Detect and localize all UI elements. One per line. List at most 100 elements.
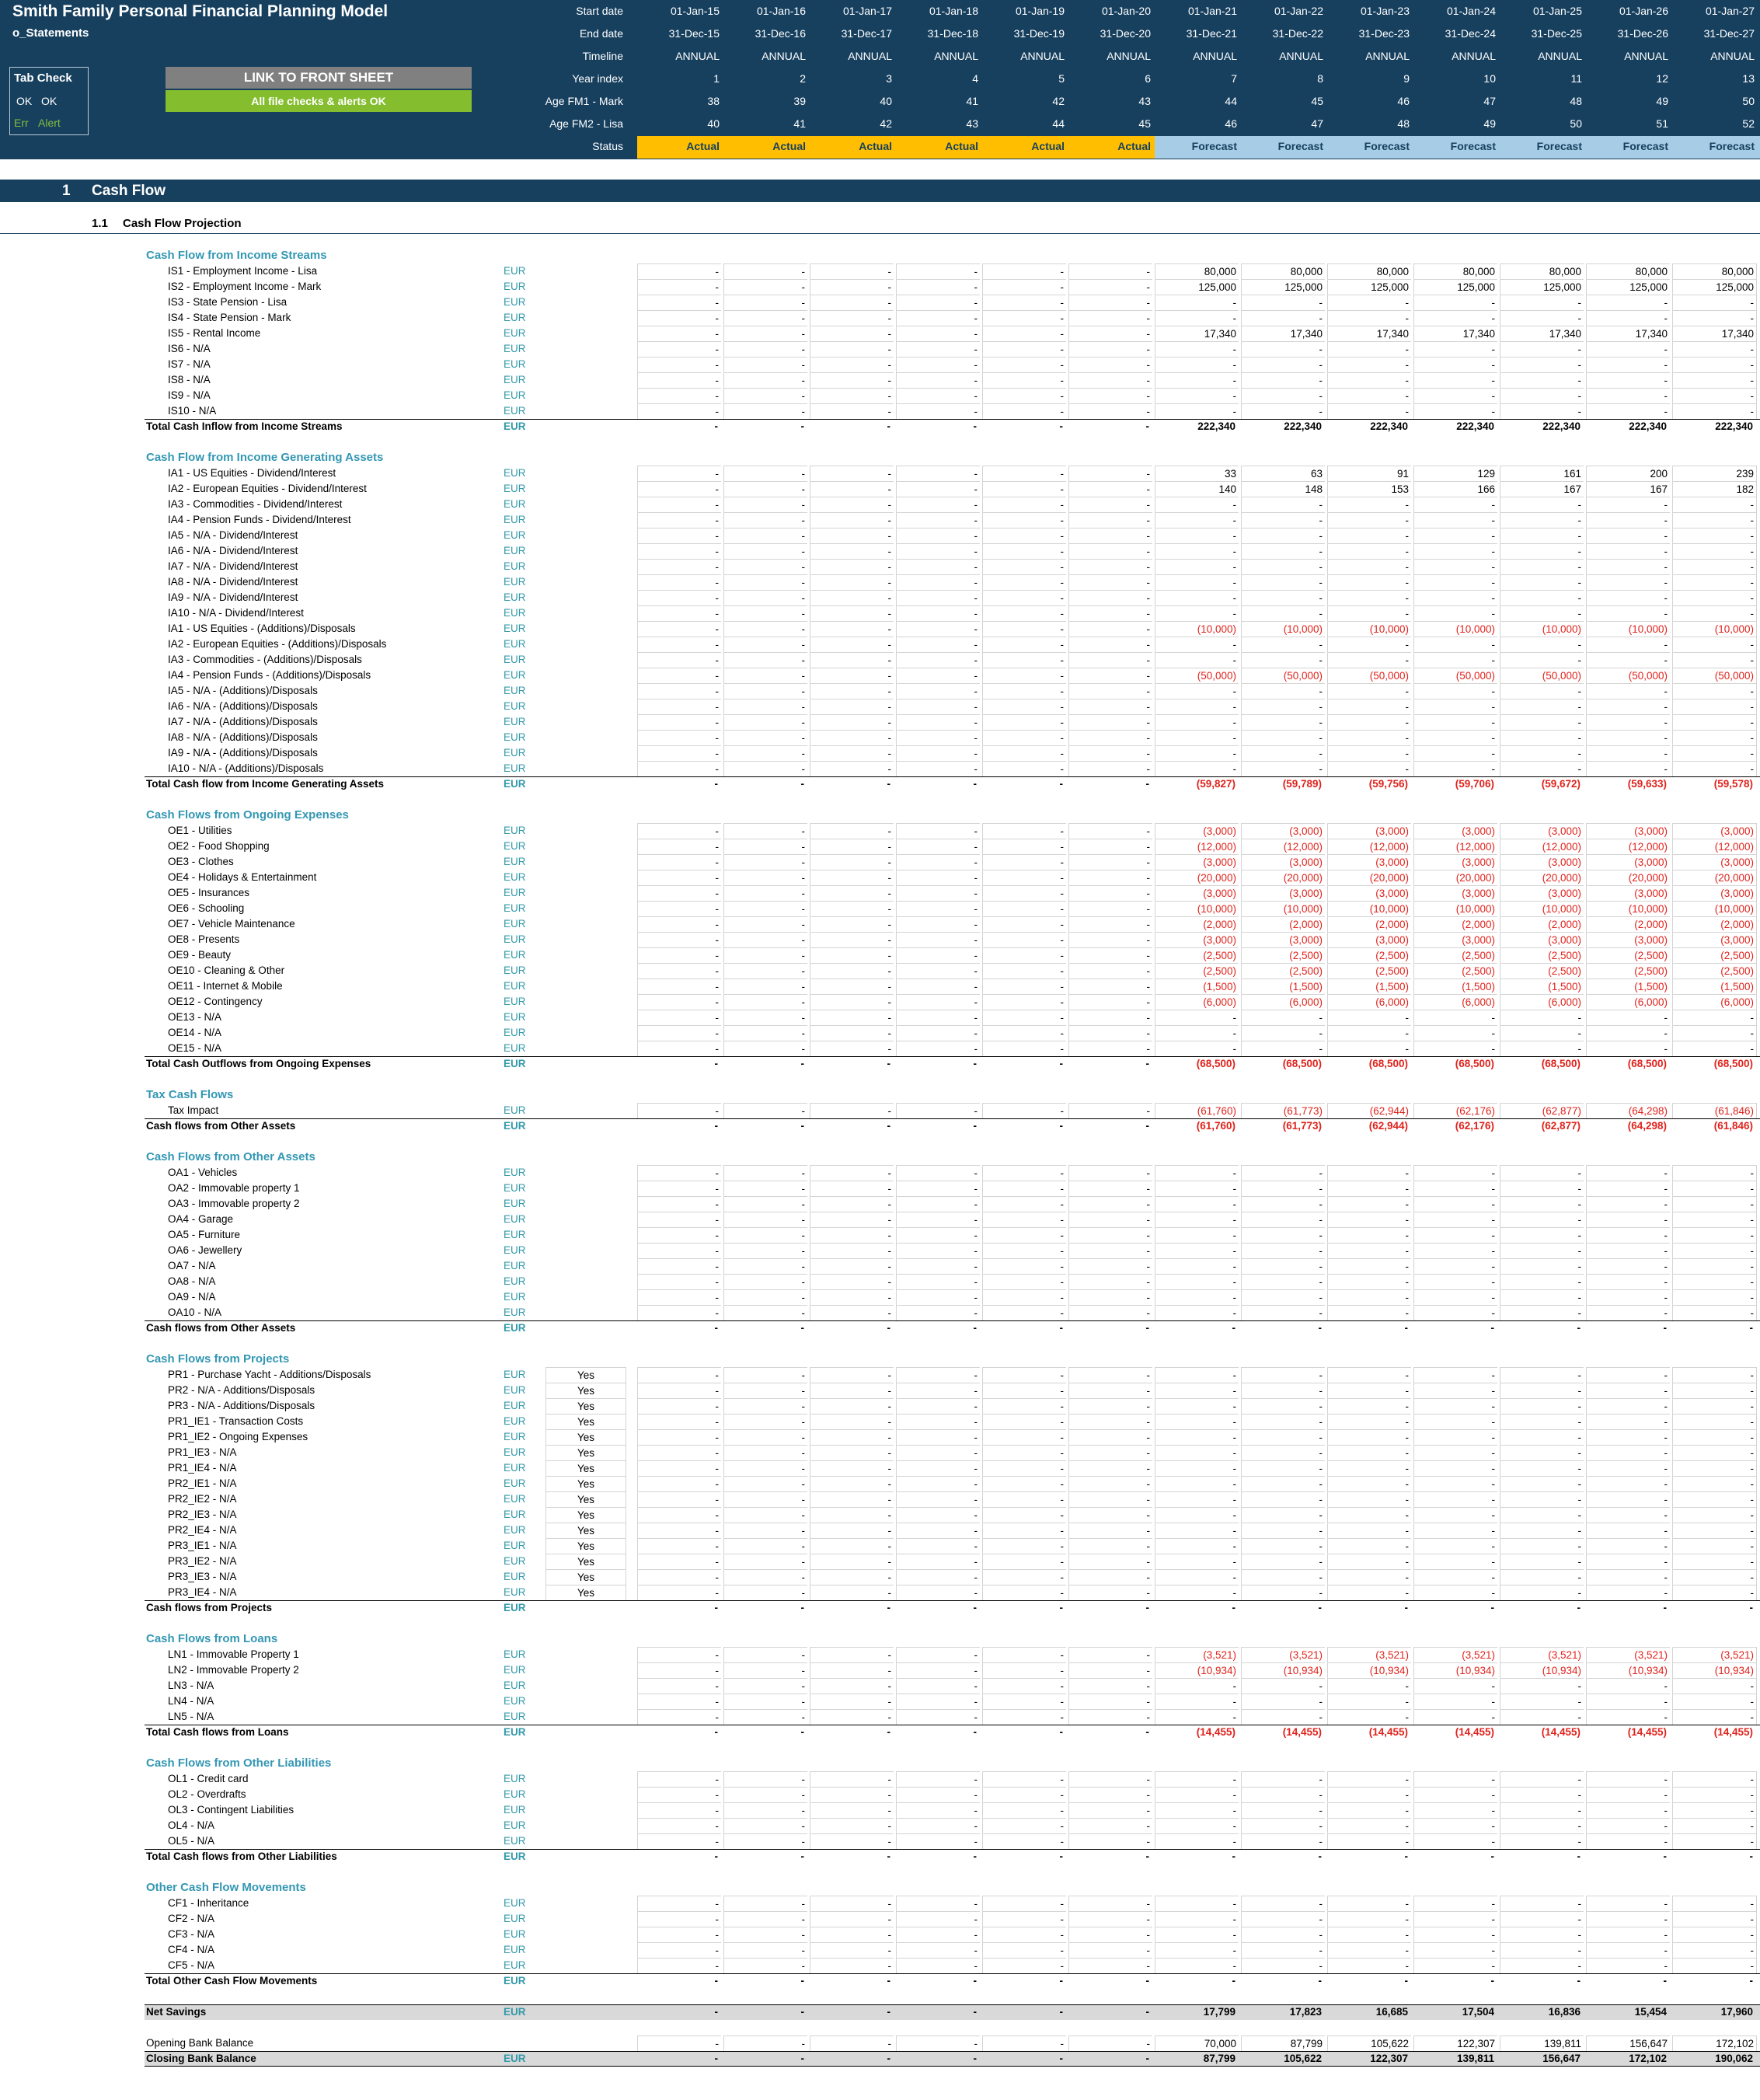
value-cell[interactable]: - bbox=[637, 403, 721, 419]
value-cell[interactable]: (3,000) bbox=[1327, 932, 1411, 947]
value-cell[interactable]: - bbox=[810, 512, 894, 528]
value-cell[interactable]: - bbox=[1155, 1398, 1239, 1414]
value-cell[interactable]: - bbox=[1068, 1212, 1152, 1227]
value-cell[interactable]: (6,000) bbox=[1586, 994, 1670, 1010]
value-cell[interactable]: - bbox=[1672, 1181, 1757, 1196]
value-cell[interactable]: - bbox=[1068, 839, 1152, 854]
value-cell[interactable]: - bbox=[896, 932, 980, 947]
value-cell[interactable]: - bbox=[982, 1103, 1066, 1118]
value-cell[interactable]: - bbox=[1155, 388, 1239, 403]
value-cell[interactable]: - bbox=[1327, 1585, 1411, 1600]
value-cell[interactable]: - bbox=[810, 1414, 894, 1429]
value-cell[interactable]: - bbox=[1241, 388, 1325, 403]
value-cell[interactable]: - bbox=[896, 466, 980, 481]
value-cell[interactable]: - bbox=[1413, 1678, 1497, 1694]
value-cell[interactable]: - bbox=[1155, 761, 1239, 776]
value-cell[interactable]: - bbox=[723, 1802, 807, 1818]
value-cell[interactable]: - bbox=[1413, 1802, 1497, 1818]
value-cell[interactable]: (20,000) bbox=[1672, 870, 1757, 885]
value-cell[interactable]: - bbox=[637, 497, 721, 512]
value-cell[interactable]: - bbox=[1155, 372, 1239, 388]
value-cell[interactable]: - bbox=[723, 357, 807, 372]
value-cell[interactable]: - bbox=[1413, 1383, 1497, 1398]
value-cell[interactable]: - bbox=[1068, 1274, 1152, 1289]
value-cell[interactable]: - bbox=[896, 1041, 980, 1056]
value-cell[interactable]: - bbox=[723, 1491, 807, 1507]
value-cell[interactable]: - bbox=[637, 295, 721, 310]
value-cell[interactable]: - bbox=[1413, 1196, 1497, 1212]
value-cell[interactable]: - bbox=[810, 1569, 894, 1585]
value-cell[interactable]: - bbox=[982, 1942, 1066, 1958]
value-cell[interactable]: - bbox=[896, 574, 980, 590]
value-cell[interactable]: - bbox=[1327, 1896, 1411, 1911]
value-cell[interactable]: - bbox=[982, 994, 1066, 1010]
value-cell[interactable]: - bbox=[1155, 1010, 1239, 1025]
value-cell[interactable]: - bbox=[896, 1274, 980, 1289]
value-cell[interactable]: - bbox=[1586, 730, 1670, 745]
value-cell[interactable]: - bbox=[1068, 1833, 1152, 1849]
value-cell[interactable]: - bbox=[1500, 745, 1584, 761]
value-cell[interactable]: - bbox=[637, 1491, 721, 1507]
value-cell[interactable]: - bbox=[1672, 1523, 1757, 1538]
value-cell[interactable]: - bbox=[896, 1523, 980, 1538]
value-cell[interactable]: (3,000) bbox=[1586, 823, 1670, 839]
value-cell[interactable]: - bbox=[896, 1196, 980, 1212]
value-cell[interactable]: - bbox=[810, 870, 894, 885]
value-cell[interactable]: - bbox=[896, 372, 980, 388]
value-cell[interactable]: - bbox=[896, 263, 980, 279]
value-cell[interactable]: (3,521) bbox=[1500, 1647, 1584, 1662]
value-cell[interactable]: - bbox=[896, 1927, 980, 1942]
value-cell[interactable]: - bbox=[1327, 605, 1411, 621]
value-cell[interactable]: - bbox=[1068, 761, 1152, 776]
value-cell[interactable]: (20,000) bbox=[1327, 870, 1411, 885]
value-cell[interactable]: (10,934) bbox=[1241, 1662, 1325, 1678]
value-cell[interactable]: - bbox=[1672, 761, 1757, 776]
value-cell[interactable]: - bbox=[1586, 295, 1670, 310]
value-cell[interactable]: - bbox=[1068, 1181, 1152, 1196]
value-cell[interactable]: (10,000) bbox=[1413, 901, 1497, 916]
value-cell[interactable]: - bbox=[1500, 1165, 1584, 1181]
value-cell[interactable]: - bbox=[1586, 1585, 1670, 1600]
value-cell[interactable]: - bbox=[810, 574, 894, 590]
value-cell[interactable]: - bbox=[896, 605, 980, 621]
value-cell[interactable]: - bbox=[1586, 1258, 1670, 1274]
value-cell[interactable]: (3,000) bbox=[1586, 854, 1670, 870]
value-cell[interactable]: - bbox=[723, 372, 807, 388]
value-cell[interactable]: - bbox=[810, 466, 894, 481]
value-cell[interactable]: - bbox=[1672, 1569, 1757, 1585]
value-cell[interactable]: (2,500) bbox=[1155, 947, 1239, 963]
value-cell[interactable]: - bbox=[1241, 1398, 1325, 1414]
value-cell[interactable]: - bbox=[1241, 1414, 1325, 1429]
value-cell[interactable]: - bbox=[637, 1802, 721, 1818]
value-cell[interactable]: (2,000) bbox=[1500, 916, 1584, 932]
value-cell[interactable]: - bbox=[1068, 1942, 1152, 1958]
value-cell[interactable]: - bbox=[982, 326, 1066, 341]
value-cell[interactable]: - bbox=[896, 357, 980, 372]
value-cell[interactable]: - bbox=[1500, 1025, 1584, 1041]
value-cell[interactable]: - bbox=[982, 1678, 1066, 1694]
value-cell[interactable]: - bbox=[1068, 1802, 1152, 1818]
value-cell[interactable]: - bbox=[982, 1694, 1066, 1709]
value-cell[interactable]: - bbox=[1155, 1787, 1239, 1802]
value-cell[interactable]: - bbox=[982, 310, 1066, 326]
value-cell[interactable]: (3,000) bbox=[1327, 854, 1411, 870]
value-cell[interactable]: - bbox=[982, 1569, 1066, 1585]
value-cell[interactable]: - bbox=[637, 699, 721, 714]
value-cell[interactable]: (10,000) bbox=[1413, 621, 1497, 637]
value-cell[interactable]: (20,000) bbox=[1413, 870, 1497, 885]
value-cell[interactable]: - bbox=[637, 1507, 721, 1523]
value-cell[interactable]: - bbox=[1672, 1445, 1757, 1460]
value-cell[interactable]: - bbox=[637, 341, 721, 357]
value-cell[interactable]: - bbox=[1413, 1305, 1497, 1320]
value-cell[interactable]: - bbox=[1155, 1274, 1239, 1289]
value-cell[interactable]: - bbox=[723, 1911, 807, 1927]
value-cell[interactable]: - bbox=[896, 1398, 980, 1414]
value-cell[interactable]: - bbox=[982, 745, 1066, 761]
value-cell[interactable]: - bbox=[1241, 1196, 1325, 1212]
value-cell[interactable]: - bbox=[982, 512, 1066, 528]
value-cell[interactable]: - bbox=[637, 357, 721, 372]
value-cell[interactable]: - bbox=[723, 605, 807, 621]
value-cell[interactable]: - bbox=[810, 1491, 894, 1507]
value-cell[interactable]: - bbox=[723, 1227, 807, 1243]
value-cell[interactable]: - bbox=[1672, 637, 1757, 652]
